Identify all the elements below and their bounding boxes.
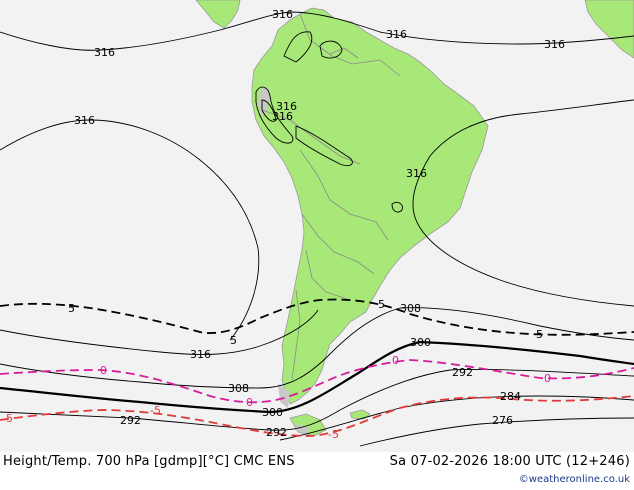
contour-316-brazil	[391, 201, 403, 213]
label-temp-minus5: -5	[2, 412, 13, 425]
contour-316-island-b	[319, 40, 343, 59]
country-borders	[261, 13, 401, 381]
contour-316-pacific	[0, 119, 260, 341]
label-temp-0: 0	[246, 396, 253, 409]
label-temp-0: 0	[100, 364, 107, 377]
temp-zero	[0, 359, 634, 404]
label-308: 308	[228, 382, 249, 395]
footer: Height/Temp. 700 hPa [gdmp][°C] CMC ENS …	[0, 452, 634, 490]
label-292: 292	[266, 426, 287, 439]
land-grey	[258, 86, 310, 434]
label-292: 292	[452, 366, 473, 379]
contour-276	[359, 417, 634, 447]
label-300: 300	[410, 336, 431, 349]
south-america	[251, 7, 489, 405]
contour-284	[279, 395, 634, 441]
patagonia-ice	[278, 384, 290, 408]
contour-316-peru	[255, 86, 294, 144]
label-316: 316	[74, 114, 95, 127]
height-contours	[0, 11, 634, 447]
label-308: 308	[400, 302, 421, 315]
contour-316-north	[0, 11, 634, 51]
temp-minus5	[0, 395, 634, 437]
label-292: 292	[120, 414, 141, 427]
label-316: 316	[276, 100, 297, 113]
contour-316-south	[0, 309, 319, 355]
andes-north	[258, 86, 270, 118]
label-temp-minus5: -5	[150, 404, 161, 417]
contour-316-peru-inner	[261, 99, 277, 122]
label-316: 316	[272, 110, 293, 123]
label-temp-0: 0	[392, 354, 399, 367]
label-276: 276	[492, 414, 513, 427]
label-316: 316	[406, 167, 427, 180]
label-284: 284	[500, 390, 521, 403]
temp-plus5	[0, 298, 634, 336]
label-temp-5: 5	[68, 302, 75, 315]
contour-316-island-a	[283, 31, 313, 63]
label-temp-5: 5	[378, 298, 385, 311]
label-316: 316	[544, 38, 565, 51]
contour-308	[0, 307, 634, 389]
label-300: 300	[262, 406, 283, 419]
contour-316-bolivia	[295, 125, 353, 167]
label-temp-5: 5	[230, 334, 237, 347]
height-labels: 316 316 316 316 316 316 316 316 316 308 …	[74, 8, 565, 439]
contour-316-atlantic	[412, 99, 634, 307]
weather-map: 316 316 316 316 316 316 316 316 316 308 …	[0, 0, 634, 452]
tierra-ice	[294, 424, 310, 434]
map-canvas: 316 316 316 316 316 316 316 316 316 308 …	[0, 0, 634, 447]
label-temp-minus5: -5	[328, 428, 339, 441]
temp-labels: 5 5 5 5 0 0 0 0 -5 -5 -5	[2, 298, 551, 441]
africa	[584, 0, 634, 59]
label-temp-0: 0	[544, 372, 551, 385]
height-contour-300	[0, 340, 634, 414]
label-temp-5: 5	[536, 328, 543, 341]
credit-link[interactable]: ©weatheronline.co.uk	[518, 474, 630, 485]
map-title: Height/Temp. 700 hPa [gdmp][°C] CMC ENS	[3, 454, 295, 469]
contour-292	[0, 369, 634, 431]
label-316: 316	[386, 28, 407, 41]
falklands	[349, 409, 371, 420]
central-america	[195, 0, 241, 29]
label-316: 316	[190, 348, 211, 361]
label-316: 316	[272, 8, 293, 21]
valid-time: Sa 07-02-2026 18:00 UTC (12+246)	[389, 454, 630, 469]
label-316: 316	[94, 46, 115, 59]
